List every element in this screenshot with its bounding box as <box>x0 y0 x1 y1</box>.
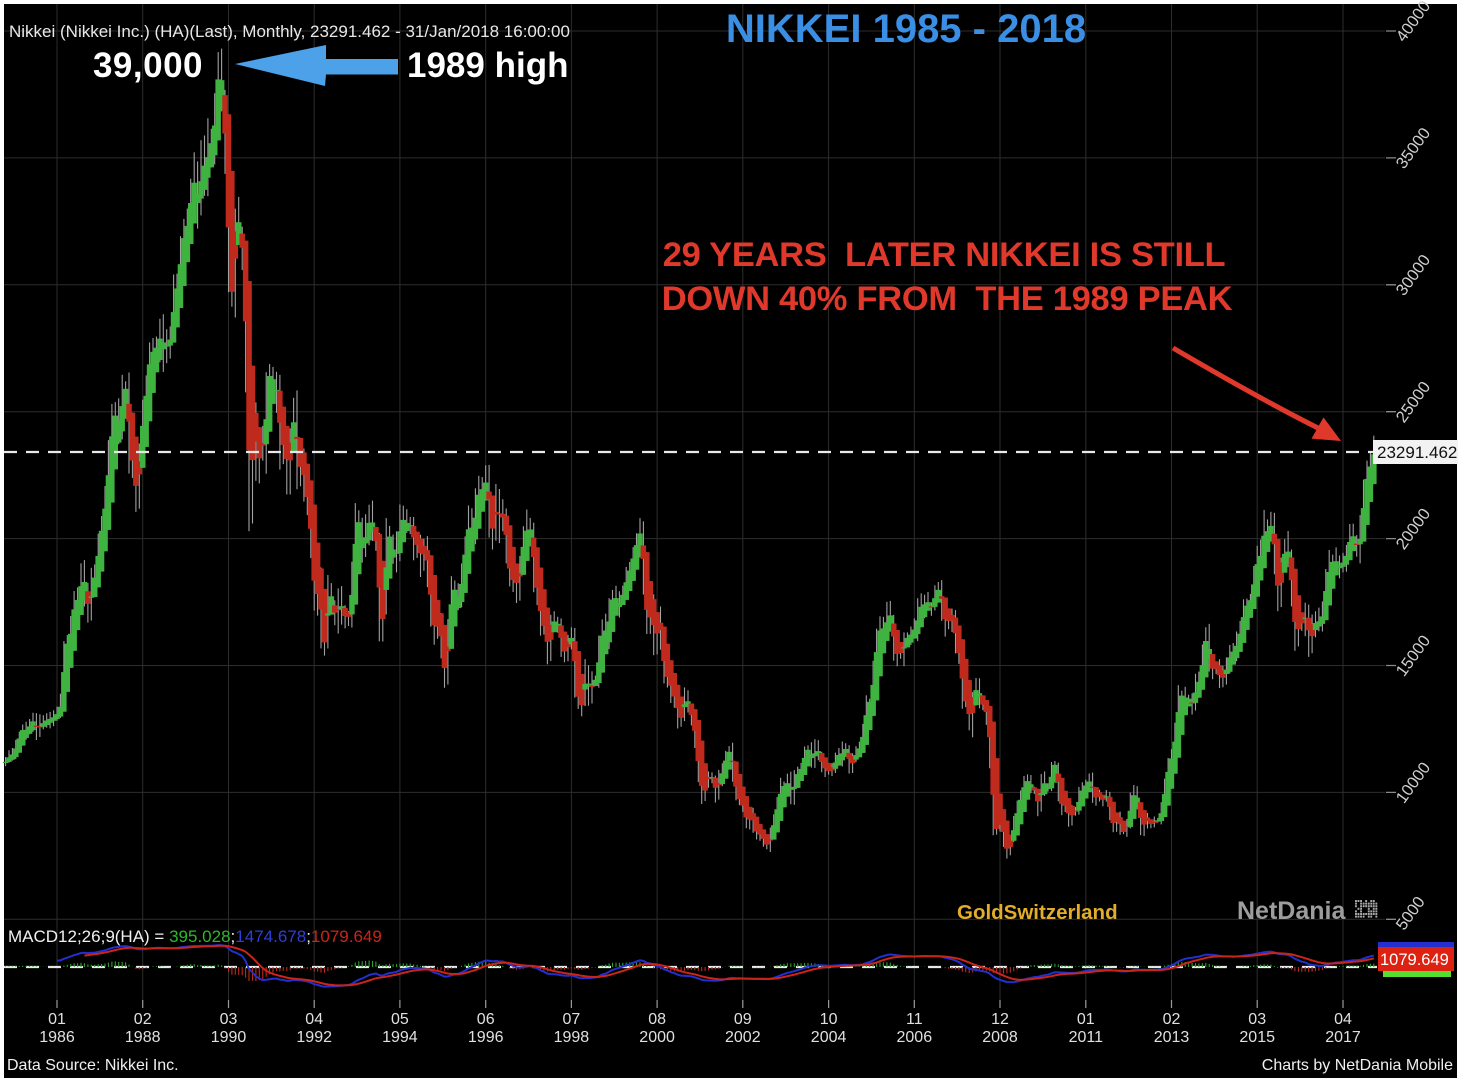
svg-text:12: 12 <box>991 1011 1009 1028</box>
svg-text:2011: 2011 <box>1069 1029 1104 1046</box>
svg-text:NetDania: NetDania <box>1237 897 1346 925</box>
svg-text:10: 10 <box>820 1011 838 1028</box>
svg-text:07: 07 <box>563 1011 581 1028</box>
svg-text:23291.462: 23291.462 <box>1377 443 1457 462</box>
svg-text:1998: 1998 <box>554 1029 590 1046</box>
svg-text:Charts by NetDania Mobile: Charts by NetDania Mobile <box>1262 1057 1453 1074</box>
svg-text:2004: 2004 <box>811 1029 847 1046</box>
svg-text:2015: 2015 <box>1239 1029 1275 1046</box>
svg-text:01: 01 <box>48 1011 66 1028</box>
svg-text:GoldSwitzerland: GoldSwitzerland <box>957 901 1118 924</box>
svg-text:2006: 2006 <box>897 1029 933 1046</box>
svg-text:39,000: 39,000 <box>93 46 203 85</box>
svg-text:03: 03 <box>1248 1011 1266 1028</box>
svg-text:04: 04 <box>1334 1011 1352 1028</box>
svg-text:2002: 2002 <box>725 1029 761 1046</box>
svg-text:1988: 1988 <box>125 1029 161 1046</box>
svg-text:DOWN 40% FROM THE 1989 PEAK: DOWN 40% FROM THE 1989 PEAK <box>662 280 1233 318</box>
svg-text:1989 high: 1989 high <box>407 46 568 85</box>
svg-text:1079.649: 1079.649 <box>1380 951 1449 969</box>
svg-text:NIKKEI 1985 - 2018: NIKKEI 1985 - 2018 <box>726 7 1086 51</box>
svg-text:1992: 1992 <box>296 1029 332 1046</box>
svg-text:2008: 2008 <box>982 1029 1018 1046</box>
svg-text:2000: 2000 <box>639 1029 675 1046</box>
svg-text:05: 05 <box>391 1011 409 1028</box>
svg-text:04: 04 <box>305 1011 323 1028</box>
svg-text:01: 01 <box>1077 1011 1095 1028</box>
svg-text:06: 06 <box>477 1011 495 1028</box>
svg-text:Nikkei (Nikkei Inc.) (HA)(Last: Nikkei (Nikkei Inc.) (HA)(Last), Monthly… <box>9 22 570 41</box>
svg-text:2013: 2013 <box>1154 1029 1190 1046</box>
svg-text:11: 11 <box>906 1011 923 1028</box>
svg-text:03: 03 <box>220 1011 238 1028</box>
svg-text:02: 02 <box>134 1011 152 1028</box>
svg-text:1990: 1990 <box>211 1029 247 1046</box>
svg-text:09: 09 <box>734 1011 752 1028</box>
svg-text:Data Source: Nikkei Inc.: Data Source: Nikkei Inc. <box>7 1057 179 1074</box>
svg-text:1986: 1986 <box>39 1029 75 1046</box>
svg-text:MACD12;26;9(HA) = 395.028;1474: MACD12;26;9(HA) = 395.028;1474.678;1079.… <box>8 927 382 946</box>
svg-text:08: 08 <box>648 1011 666 1028</box>
svg-text:1994: 1994 <box>382 1029 418 1046</box>
svg-text:29 YEARS LATER NIKKEI IS STIL: 29 YEARS LATER NIKKEI IS STILL <box>663 236 1226 274</box>
svg-text:2017: 2017 <box>1325 1029 1361 1046</box>
svg-text:02: 02 <box>1163 1011 1181 1028</box>
svg-text:1996: 1996 <box>468 1029 504 1046</box>
